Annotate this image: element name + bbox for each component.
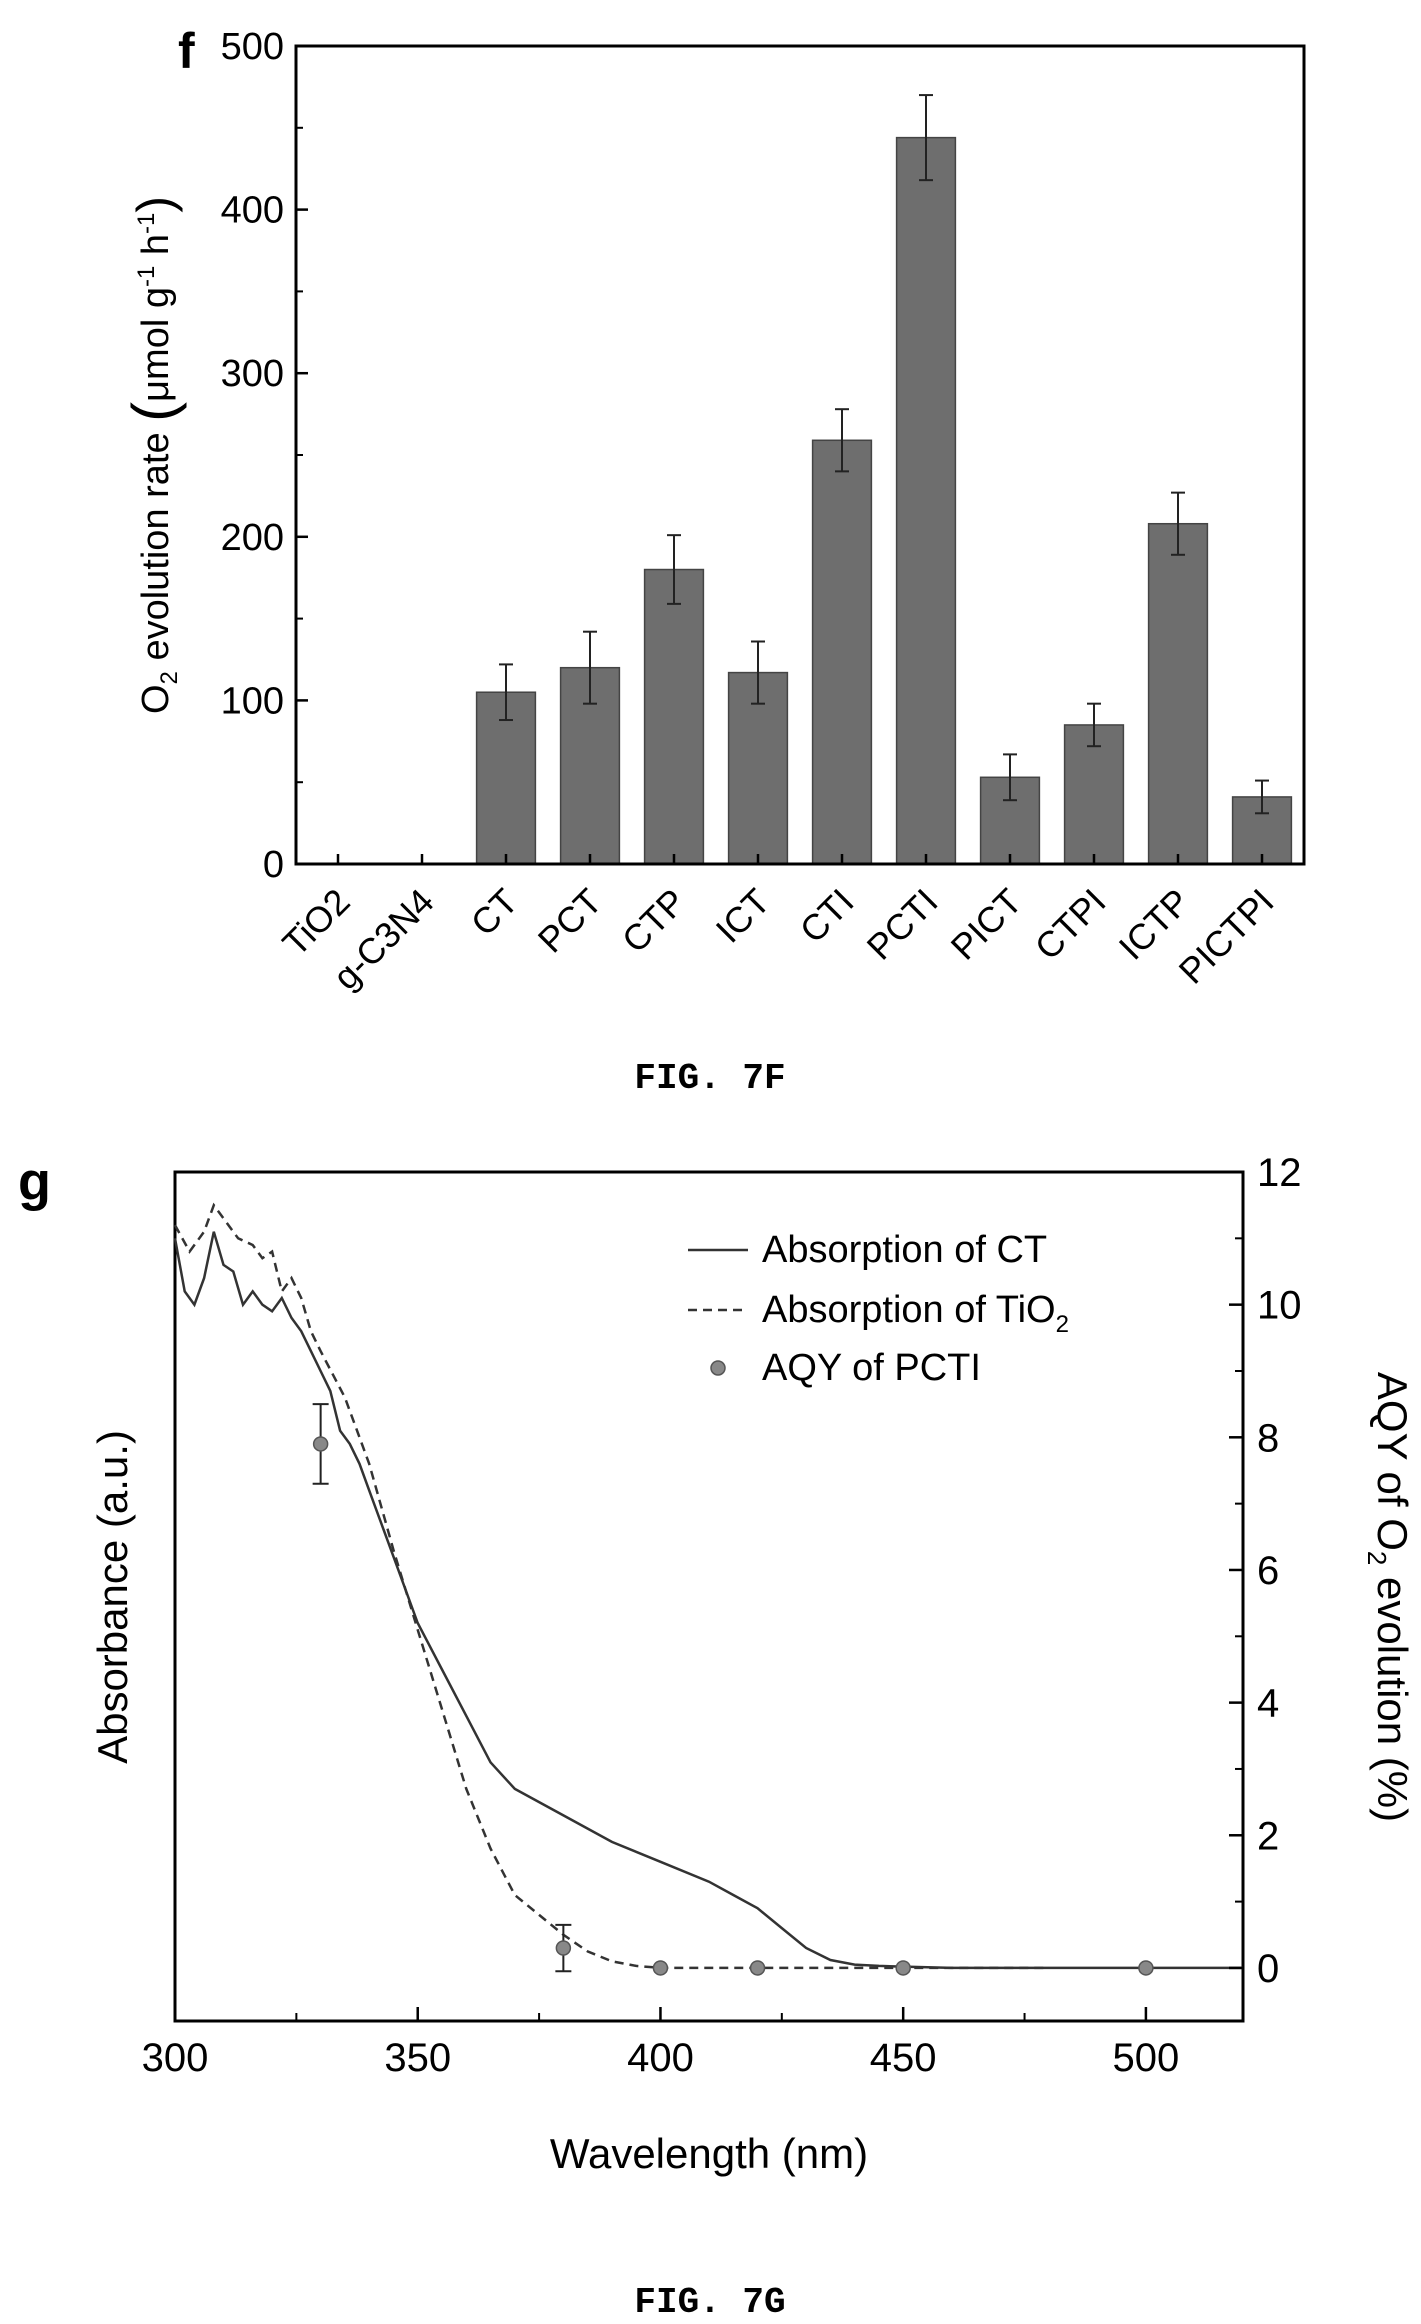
y-axis-f: 0 100 200 300 400 500 bbox=[221, 26, 308, 886]
caption-f: FIG. 7F bbox=[634, 1058, 785, 1099]
y-tick-label-0: 0 bbox=[263, 844, 284, 886]
data-point-400 bbox=[652, 1960, 669, 1976]
bar-ctp bbox=[643, 568, 705, 865]
y-axis-label-f: O2 evolution rate (μmol g-1 h-1) bbox=[120, 196, 187, 714]
y-tick-label-right-4: 4 bbox=[1257, 1682, 1279, 1726]
legend-g: Absorption of CT Absorption of TiO2 AQY … bbox=[688, 1229, 1069, 1389]
bar-pict bbox=[979, 776, 1041, 865]
y-axis-label-left-g: Absorbance (a.u.) bbox=[89, 1430, 136, 1764]
data-point-500 bbox=[1138, 1960, 1154, 1976]
x-tick-label-pictpi: PICTPI bbox=[1171, 881, 1282, 992]
y-tick-label-right-12: 12 bbox=[1257, 1151, 1302, 1195]
legend-label-aqy: AQY of PCTI bbox=[762, 1347, 981, 1389]
data-point-450 bbox=[895, 1960, 911, 1976]
y-tick-label-right-2: 2 bbox=[1257, 1814, 1279, 1858]
x-axis-g: 300 350 400 450 500 bbox=[142, 2007, 1180, 2080]
y-tick-label-400: 400 bbox=[221, 190, 284, 232]
x-tick-label-400: 400 bbox=[627, 2036, 694, 2080]
y-tick-label-right-10: 10 bbox=[1257, 1284, 1302, 1328]
x-tick-label-ct: CT bbox=[463, 881, 526, 944]
series-line-absorption-tio2 bbox=[173, 1202, 1049, 1970]
x-tick-label-350: 350 bbox=[384, 2036, 451, 2080]
x-tick-label-ctpi: CTPI bbox=[1027, 881, 1114, 968]
y-tick-label-300: 300 bbox=[221, 353, 284, 395]
y-axis-right-g: 0 2 4 6 8 10 12 bbox=[1229, 1151, 1302, 1991]
y-tick-label-right-0: 0 bbox=[1257, 1947, 1279, 1991]
x-tick-label-pict: PICT bbox=[943, 881, 1030, 968]
x-tick-label-pct: PCT bbox=[530, 881, 610, 961]
x-tick-label-cti: CTI bbox=[792, 881, 862, 951]
bar-ictp bbox=[1147, 522, 1209, 865]
y-tick-label-100: 100 bbox=[221, 680, 284, 722]
y-tick-label-right-6: 6 bbox=[1257, 1549, 1279, 1593]
panel-letter-g: g bbox=[18, 1152, 51, 1212]
x-tick-label-450: 450 bbox=[870, 2036, 937, 2080]
bar-pcti bbox=[895, 136, 957, 865]
plot-frame-g bbox=[173, 1170, 1245, 2023]
legend-marker-aqy bbox=[710, 1360, 726, 1376]
legend-label-ct: Absorption of CT bbox=[762, 1229, 1047, 1271]
y-tick-label-500: 500 bbox=[221, 26, 284, 68]
x-tick-label-300: 300 bbox=[142, 2036, 209, 2080]
x-axis-label-g: Wavelength (nm) bbox=[550, 2130, 868, 2177]
panel-letter-f: f bbox=[178, 23, 195, 79]
y-axis-label-right-g: AQY of O2 evolution (%) bbox=[1362, 1372, 1416, 1822]
y-tick-label-200: 200 bbox=[221, 517, 284, 559]
data-point-380 bbox=[555, 1940, 572, 1956]
chart-g: g 300 350 400 450 500 0 2 4 6 8 10 12 Absorption o… bbox=[18, 1151, 1416, 2323]
error-bar-group bbox=[499, 94, 1269, 815]
legend-label-tio2: Absorption of TiO2 bbox=[762, 1289, 1069, 1338]
x-tick-label-ict: ICT bbox=[708, 881, 778, 951]
x-tick-label-pcti: PCTI bbox=[859, 881, 946, 968]
data-point-330 bbox=[312, 1436, 329, 1452]
data-point-420 bbox=[749, 1960, 766, 1976]
caption-g: FIG. 7G bbox=[634, 2282, 785, 2323]
bar-cti bbox=[811, 439, 873, 865]
x-tick-label-ctp: CTP bbox=[614, 881, 694, 961]
x-tick-label-500: 500 bbox=[1113, 2036, 1180, 2080]
bar-group bbox=[475, 136, 1293, 865]
y-tick-label-right-8: 8 bbox=[1257, 1416, 1279, 1460]
series-line-absorption-ct bbox=[173, 1231, 1243, 1970]
series-points-aqy-pcti bbox=[312, 1403, 1154, 1976]
